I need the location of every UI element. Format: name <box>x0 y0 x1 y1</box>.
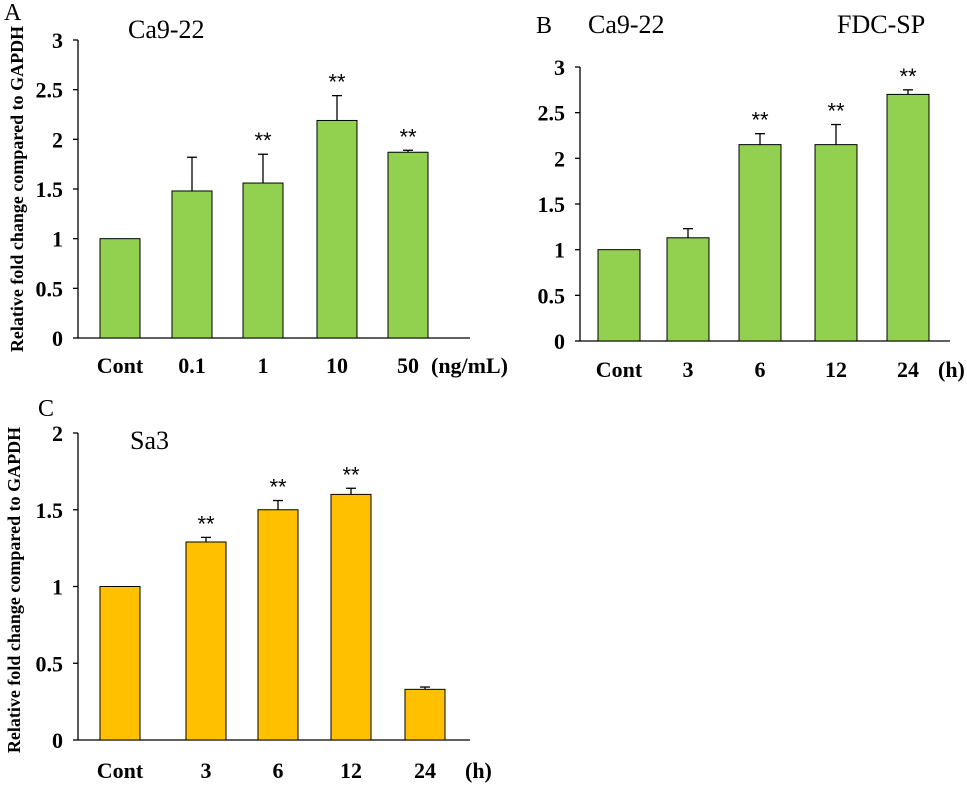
panel-c-y-tick-label: 2 <box>52 421 63 446</box>
panel-a-significance-label: ** <box>328 70 346 95</box>
panel-c-significance-label: ** <box>342 462 360 487</box>
panel-b-category-label: 24 <box>897 357 919 382</box>
panel-a-y-tick-label: 1.5 <box>36 177 64 202</box>
panel-b-significance-label: ** <box>899 64 917 89</box>
panel-b-bar <box>814 144 858 342</box>
panel-b-letter: B <box>536 13 552 39</box>
panel-c-category-label: 3 <box>201 758 212 783</box>
panel-b-category-label: 12 <box>825 357 847 382</box>
panel-a-bar <box>387 151 429 339</box>
panel-b-y-tick-label: 0.5 <box>538 283 566 308</box>
panel-b-y-tick-label: 1 <box>554 238 565 263</box>
panel-a-category-label: 0.1 <box>178 353 206 378</box>
panel-a-y-axis-label: Relative fold change compared to GAPDH <box>7 26 27 352</box>
panel-b-bar <box>886 93 930 342</box>
panel-a-category-label: Cont <box>97 353 144 378</box>
panel-a-bar <box>242 182 284 339</box>
panel-a-title: Ca9-22 <box>128 15 205 44</box>
panel-b-subtitle: FDC-SP <box>837 10 925 39</box>
panel-b-significance-label: ** <box>751 108 769 133</box>
panel-a-y-tick-label: 1 <box>52 227 63 252</box>
panel-c-category-label: 24 <box>414 758 436 783</box>
panel-c-bar <box>330 493 372 741</box>
panel-a-y-tick-label: 3 <box>52 28 63 53</box>
panel-a-bar <box>99 238 141 339</box>
panel-a-bar <box>316 119 358 339</box>
panel-c-y-tick-label: 0.5 <box>36 651 64 676</box>
panel-a-significance-label: ** <box>254 128 272 153</box>
panel-b-category-label: 3 <box>683 357 694 382</box>
panel-c-y-tick-label: 1.5 <box>36 498 64 523</box>
panel-a-category-label: 1 <box>258 353 269 378</box>
panel-a-unit-label: (ng/mL) <box>431 353 508 378</box>
panel-c-bar <box>99 586 141 741</box>
panel-c-category-label: 6 <box>273 758 284 783</box>
panel-c-unit-label: (h) <box>465 758 492 783</box>
panel-b-significance-label: ** <box>827 99 845 124</box>
panel-b-y-tick-label: 2 <box>554 146 565 171</box>
panel-a-significance-label: ** <box>399 124 417 149</box>
panel-c-bar <box>257 509 299 741</box>
panel-b-bar <box>666 237 710 342</box>
panel-c-y-axis-label: Relative fold change compared to GAPDH <box>4 427 24 753</box>
panel-b-y-tick-label: 3 <box>554 55 565 80</box>
panel-a-category-label: 50 <box>397 353 419 378</box>
panel-a-y-tick-label: 2.5 <box>36 78 64 103</box>
panel-a-y-tick-label: 0.5 <box>36 276 64 301</box>
panel-c-bar <box>185 541 227 741</box>
panel-c-significance-label: ** <box>269 475 287 500</box>
panel-c-letter: C <box>38 396 54 422</box>
panel-b-bar <box>597 249 641 342</box>
panel-b-unit-label: (h) <box>938 357 965 382</box>
panel-c-y-tick-label: 1 <box>52 575 63 600</box>
panel-b-title: Ca9-22 <box>588 10 665 39</box>
panel-c-significance-label: ** <box>197 511 215 536</box>
panel-b-y-tick-label: 1.5 <box>538 192 566 217</box>
panel-b-y-tick-label: 2.5 <box>538 101 566 126</box>
panel-b-y-tick-label: 0 <box>554 329 565 354</box>
panel-c-category-label: Cont <box>97 758 144 783</box>
panel-c-category-label: 12 <box>340 758 362 783</box>
panel-a-category-label: 10 <box>326 353 348 378</box>
panel-c-y-tick-label: 0 <box>52 728 63 753</box>
panel-a-letter: A <box>4 0 22 26</box>
panel-a-y-tick-label: 2 <box>52 127 63 152</box>
panel-b-category-label: 6 <box>755 357 766 382</box>
panel-a-y-tick-label: 0 <box>52 326 63 351</box>
panel-a-bar <box>171 190 213 339</box>
panel-b-category-label: Cont <box>596 357 643 382</box>
panel-b-bar <box>738 144 782 342</box>
panel-c-title: Sa3 <box>130 426 169 455</box>
panel-c-bar <box>404 688 446 741</box>
